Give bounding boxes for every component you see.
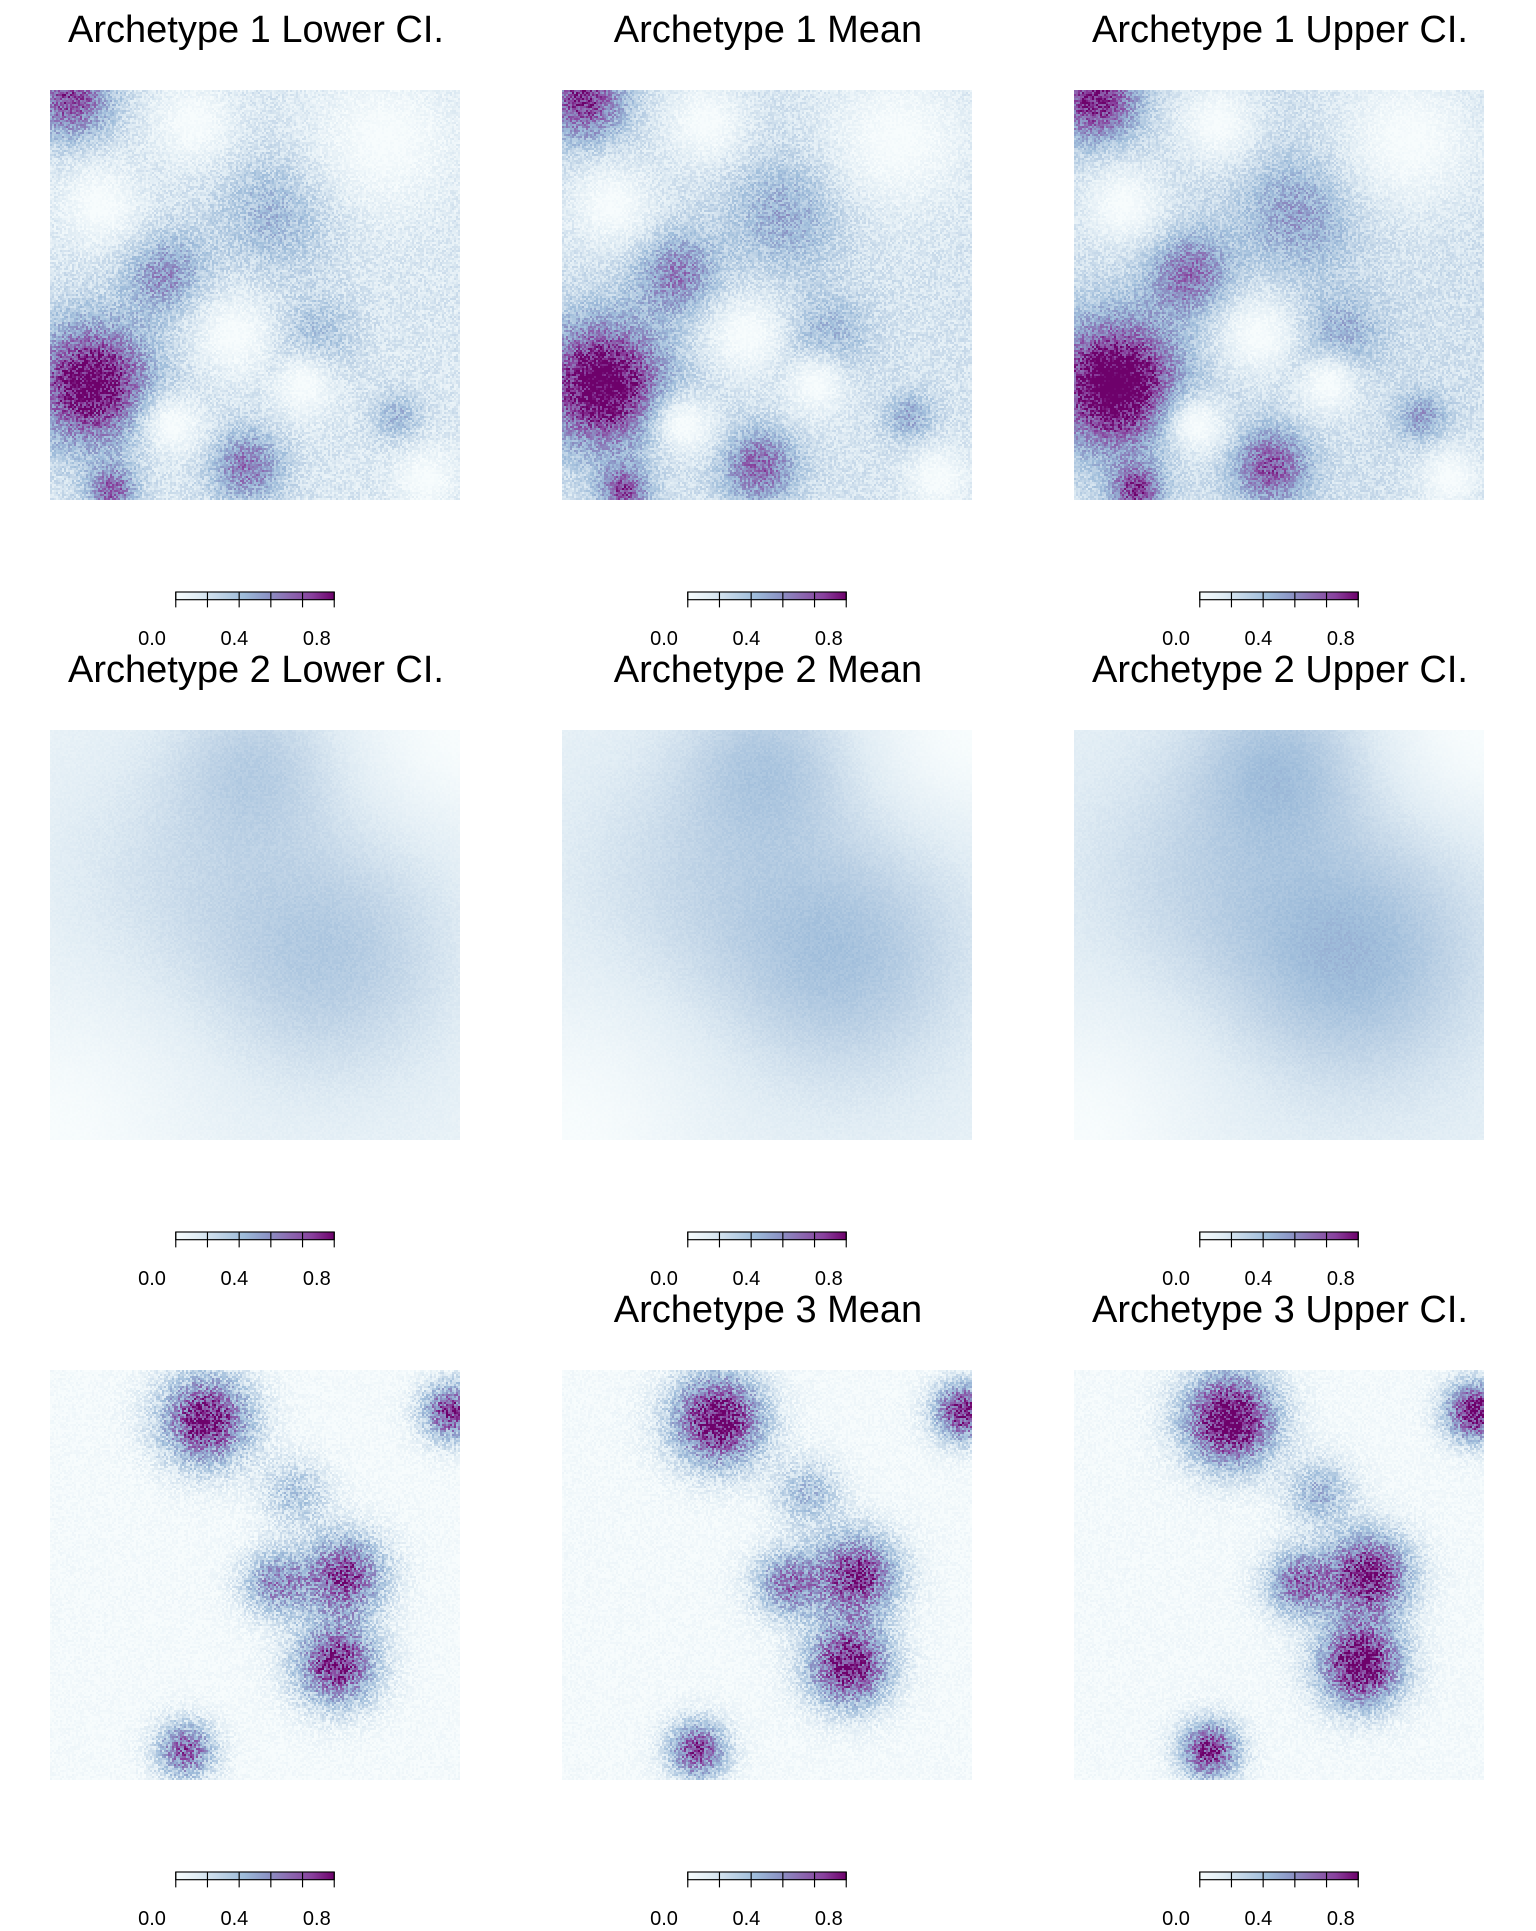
heatmap: [562, 1370, 972, 1780]
panel-title: Archetype 2 Lower CI.: [68, 649, 444, 691]
panel-title: Archetype 2 Upper CI.: [1092, 649, 1468, 691]
heatmap: [562, 730, 972, 1140]
colorbar-gradient: [687, 591, 847, 608]
panel-title: Archetype 3 Upper CI.: [1092, 1289, 1468, 1331]
panel-archetype-1-lower: Archetype 1 Lower CI. 0.0 0.4 0.8: [0, 0, 512, 650]
colorbar-ramp: [175, 591, 335, 601]
colorbar-tick-label: 0.8: [1326, 628, 1355, 650]
colorbar-tick-label: 0.0: [1162, 1268, 1190, 1290]
colorbar-gradient: [1199, 1871, 1359, 1888]
heatmap: [1074, 1370, 1484, 1780]
colorbar-tick-label: 0.8: [814, 628, 843, 650]
heatmap: [50, 1370, 460, 1780]
colorbar-tick-label: 0.8: [302, 1268, 331, 1290]
panel-archetype-1-mean: Archetype 1 Mean 0.0 0.4 0.8: [512, 0, 1024, 650]
colorbar-tick-label: 0.0: [138, 628, 166, 650]
colorbar-ramp: [687, 591, 847, 601]
colorbar-tick-label: 0.0: [1162, 628, 1190, 650]
colorbar-tick-label: 0.0: [650, 1268, 678, 1290]
heatmap: [562, 90, 972, 500]
colorbar-ramp: [1199, 1231, 1359, 1241]
panel-archetype-1-upper: Archetype 1 Upper CI. 0.0 0.4 0.8: [1024, 0, 1536, 650]
panel-archetype-3-upper: Archetype 3 Upper CI. 0.0 0.4 0.8: [1024, 1280, 1536, 1930]
heatmap: [50, 90, 460, 500]
colorbar-ramp: [175, 1871, 335, 1881]
colorbar-tick-label: 0.4: [220, 1268, 249, 1290]
colorbar-gradient: [687, 1871, 847, 1888]
colorbar: 0.0 0.4 0.8: [138, 1231, 358, 1290]
colorbar-tick-label: 0.4: [1244, 1268, 1273, 1290]
panel-archetype-2-lower: Archetype 2 Lower CI. 0.0 0.4 0.8: [0, 640, 512, 1290]
colorbar: 0.0 0.4 0.8: [138, 591, 358, 650]
colorbar-tick-label: 0.4: [1244, 628, 1273, 650]
colorbar-tick-label: 0.4: [732, 628, 761, 650]
colorbar-tick-label: 0.8: [1326, 1268, 1355, 1290]
panel-title: Archetype 3 Mean: [613, 1289, 923, 1331]
colorbar-ramp: [1199, 1871, 1359, 1881]
panel-archetype-3-lower: 0.0 0.4 0.8: [0, 1280, 512, 1930]
colorbar: 0.0 0.4 0.8: [650, 1231, 870, 1290]
colorbar: 0.0 0.4 0.8: [650, 591, 870, 650]
colorbar-gradient: [175, 1871, 335, 1888]
colorbar: 0.0 0.4 0.8: [1162, 1871, 1382, 1930]
colorbar-gradient: [175, 1231, 335, 1248]
colorbar: 0.0 0.4 0.8: [138, 1871, 358, 1930]
panel-archetype-2-mean: Archetype 2 Mean 0.0 0.4 0.8: [512, 640, 1024, 1290]
colorbar: 0.0 0.4 0.8: [650, 1871, 870, 1930]
panel-title: Archetype 2 Mean: [613, 649, 923, 691]
heatmap: [1074, 730, 1484, 1140]
colorbar: 0.0 0.4 0.8: [1162, 1231, 1382, 1290]
colorbar-ramp: [175, 1231, 335, 1241]
colorbar-tick-label: 0.8: [302, 628, 331, 650]
panel-title: Archetype 1 Mean: [613, 9, 923, 51]
colorbar-tick-label: 0.4: [220, 628, 249, 650]
heatmap: [1074, 90, 1484, 500]
colorbar-gradient: [1199, 1231, 1359, 1248]
colorbar: 0.0 0.4 0.8: [1162, 591, 1382, 650]
colorbar-tick-label: 0.4: [732, 1268, 761, 1290]
colorbar-gradient: [1199, 591, 1359, 608]
colorbar-tick-label: 0.8: [814, 1268, 843, 1290]
heatmap: [50, 730, 460, 1140]
colorbar-tick-label: 0.0: [650, 628, 678, 650]
panel-title: Archetype 1 Lower CI.: [68, 9, 444, 51]
panel-archetype-3-mean: Archetype 3 Mean 0.0 0.4 0.8: [512, 1280, 1024, 1930]
panel-archetype-2-upper: Archetype 2 Upper CI. 0.0 0.4 0.8: [1024, 640, 1536, 1290]
colorbar-ramp: [687, 1871, 847, 1881]
colorbar-ramp: [687, 1231, 847, 1241]
colorbar-gradient: [687, 1231, 847, 1248]
colorbar-gradient: [175, 591, 335, 608]
colorbar-ramp: [1199, 591, 1359, 601]
panel-title: Archetype 1 Upper CI.: [1092, 9, 1468, 51]
colorbar-tick-label: 0.0: [138, 1268, 166, 1290]
